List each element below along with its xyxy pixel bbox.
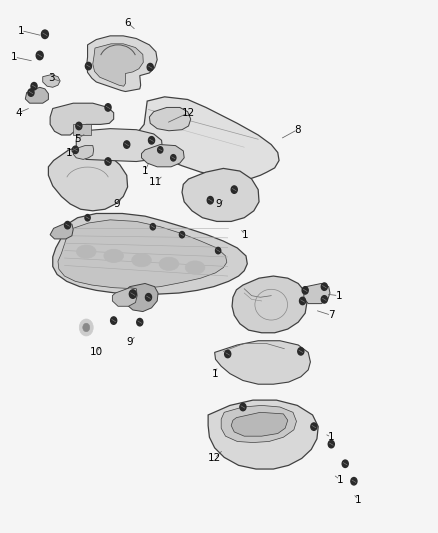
Circle shape xyxy=(148,136,155,144)
Polygon shape xyxy=(113,288,137,306)
Text: 6: 6 xyxy=(124,18,131,28)
Circle shape xyxy=(207,197,213,204)
Text: 1: 1 xyxy=(212,369,218,378)
Text: 12: 12 xyxy=(208,454,221,463)
Polygon shape xyxy=(76,128,162,161)
Circle shape xyxy=(180,231,185,238)
Circle shape xyxy=(36,51,43,60)
Text: 11: 11 xyxy=(149,176,162,187)
Text: 9: 9 xyxy=(127,337,133,347)
Circle shape xyxy=(240,403,246,411)
Polygon shape xyxy=(208,400,318,469)
Text: 1: 1 xyxy=(142,166,148,176)
Text: 8: 8 xyxy=(294,125,300,135)
Polygon shape xyxy=(48,147,127,211)
Polygon shape xyxy=(50,103,114,135)
Text: 1: 1 xyxy=(242,230,248,240)
Text: 1: 1 xyxy=(66,148,72,158)
Circle shape xyxy=(311,423,317,430)
Ellipse shape xyxy=(159,257,179,270)
Polygon shape xyxy=(232,276,307,333)
Polygon shape xyxy=(124,284,158,312)
Text: 5: 5 xyxy=(74,134,81,144)
Text: 1: 1 xyxy=(355,495,362,505)
Text: 1: 1 xyxy=(337,475,343,484)
Ellipse shape xyxy=(132,254,151,266)
Circle shape xyxy=(28,89,34,96)
Circle shape xyxy=(321,283,327,290)
Polygon shape xyxy=(182,168,259,221)
Circle shape xyxy=(76,122,82,130)
Ellipse shape xyxy=(185,261,205,274)
Polygon shape xyxy=(141,144,184,167)
Ellipse shape xyxy=(104,249,124,263)
Circle shape xyxy=(83,323,90,332)
Circle shape xyxy=(145,294,152,301)
Text: 1: 1 xyxy=(11,52,18,62)
Circle shape xyxy=(342,460,348,467)
Text: 4: 4 xyxy=(15,108,22,118)
Polygon shape xyxy=(58,220,227,289)
Circle shape xyxy=(147,63,153,71)
Circle shape xyxy=(31,83,37,90)
Circle shape xyxy=(300,297,306,305)
Text: 9: 9 xyxy=(113,199,120,209)
Text: 10: 10 xyxy=(90,348,103,358)
Polygon shape xyxy=(53,214,247,294)
Polygon shape xyxy=(73,146,94,159)
Text: 1: 1 xyxy=(18,26,24,36)
Text: 1: 1 xyxy=(328,432,335,442)
Polygon shape xyxy=(215,341,311,384)
Polygon shape xyxy=(87,36,157,92)
Circle shape xyxy=(105,158,111,165)
Circle shape xyxy=(215,247,221,254)
Polygon shape xyxy=(73,124,91,135)
Circle shape xyxy=(42,30,48,38)
Circle shape xyxy=(171,155,176,161)
Circle shape xyxy=(328,440,334,448)
Text: 12: 12 xyxy=(182,108,195,118)
Circle shape xyxy=(298,348,304,355)
Text: 7: 7 xyxy=(328,310,335,320)
Polygon shape xyxy=(231,413,288,436)
Circle shape xyxy=(351,478,357,485)
Ellipse shape xyxy=(77,245,96,259)
Polygon shape xyxy=(149,108,191,131)
Circle shape xyxy=(129,290,136,298)
Circle shape xyxy=(85,62,92,70)
Polygon shape xyxy=(43,75,60,87)
Text: 3: 3 xyxy=(48,73,55,83)
Circle shape xyxy=(124,141,130,148)
Circle shape xyxy=(72,146,78,154)
Polygon shape xyxy=(137,97,279,179)
Circle shape xyxy=(158,147,163,153)
Polygon shape xyxy=(25,87,48,103)
Circle shape xyxy=(231,186,237,193)
Circle shape xyxy=(321,296,327,303)
Circle shape xyxy=(64,221,71,229)
Text: 9: 9 xyxy=(215,199,223,209)
Circle shape xyxy=(105,104,111,111)
Polygon shape xyxy=(93,44,143,86)
Polygon shape xyxy=(304,284,330,304)
Circle shape xyxy=(137,318,143,326)
Circle shape xyxy=(79,319,93,336)
Circle shape xyxy=(111,317,117,324)
Circle shape xyxy=(150,223,155,230)
Circle shape xyxy=(85,215,90,221)
Circle shape xyxy=(225,350,231,358)
Circle shape xyxy=(302,287,308,294)
Text: 1: 1 xyxy=(336,290,342,301)
Polygon shape xyxy=(221,406,297,442)
Polygon shape xyxy=(50,223,73,239)
